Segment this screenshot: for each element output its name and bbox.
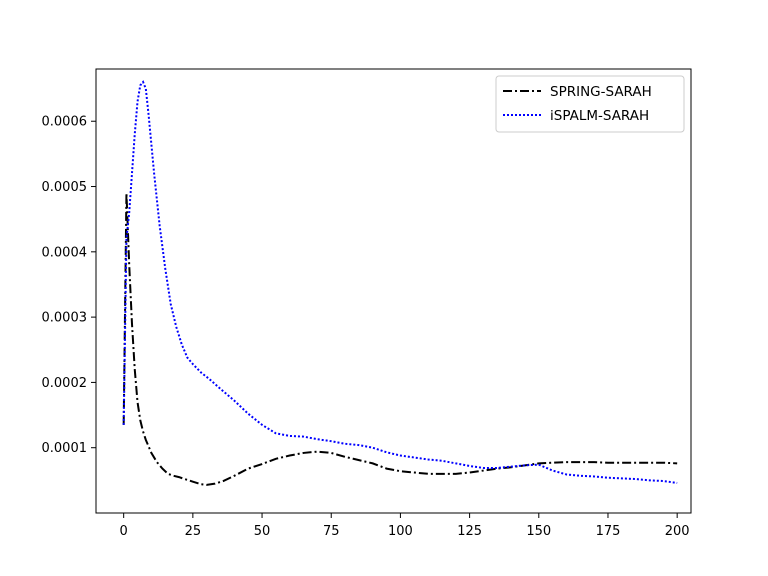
x-tick-label: 125 <box>457 524 482 539</box>
x-tick-label: 0 <box>120 524 128 539</box>
plot-lines <box>122 80 678 486</box>
y-tick-label: 0.0005 <box>42 180 88 195</box>
y-tick-label: 0.0006 <box>42 115 88 130</box>
x-tick-label: 175 <box>596 524 621 539</box>
y-tick-label: 0.0003 <box>42 311 88 326</box>
plot-frame <box>95 68 692 514</box>
y-tick-label: 0.0004 <box>42 245 88 260</box>
x-axis: 0 25 50 75 100 125 150 175 200 <box>120 513 690 539</box>
series-line-ispalm-sarah <box>122 80 678 484</box>
x-tick-label: 150 <box>526 524 551 539</box>
x-tick-label: 200 <box>665 524 690 539</box>
legend-label-ispalm-sarah: iSPALM-SARAH <box>550 108 649 124</box>
y-tick-label: 0.0001 <box>42 441 88 456</box>
x-tick-label: 50 <box>254 524 271 539</box>
series-line-spring-sarah <box>122 193 678 486</box>
y-axis: 0.0001 0.0002 0.0003 0.0004 0.0005 0.0006 <box>42 115 96 456</box>
legend-label-spring-sarah: SPRING-SARAH <box>550 84 652 100</box>
legend-box <box>495 75 685 133</box>
y-tick-label: 0.0002 <box>42 376 88 391</box>
x-tick-label: 100 <box>388 524 413 539</box>
legend: SPRING-SARAH iSPALM-SARAH <box>495 75 685 133</box>
x-tick-label: 25 <box>185 524 202 539</box>
x-tick-label: 75 <box>323 524 340 539</box>
